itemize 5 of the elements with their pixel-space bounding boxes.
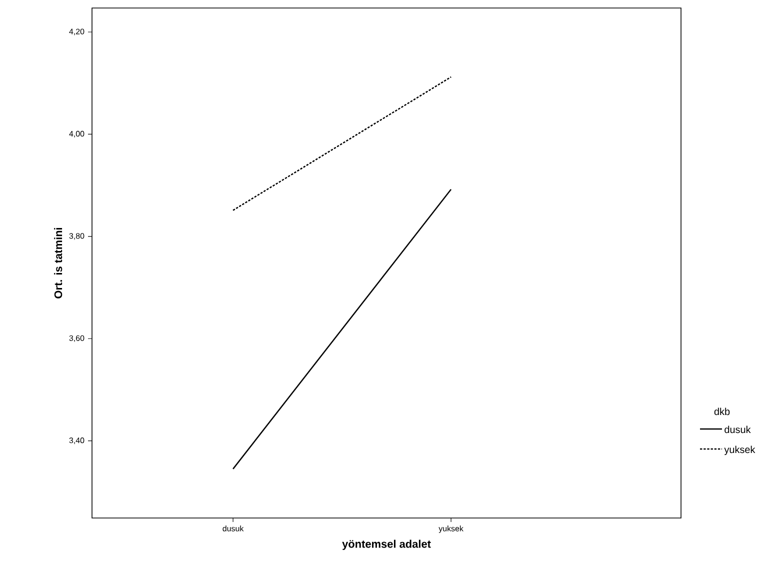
x-axis-title: yöntemsel adalet	[342, 540, 431, 550]
legend-label: yuksek	[724, 446, 756, 456]
y-axis-title: Ort. is tatmini	[54, 228, 62, 298]
legend-title: dkb	[714, 408, 730, 416]
legend-label: dusuk	[724, 426, 751, 434]
